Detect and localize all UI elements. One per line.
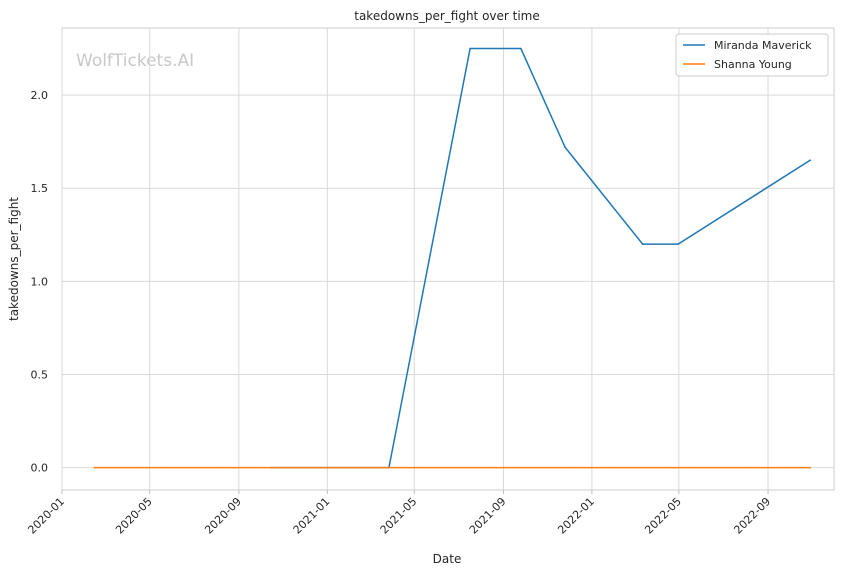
y-tick-label: 2.0 bbox=[31, 89, 49, 102]
legend-label: Miranda Maverick bbox=[714, 39, 812, 52]
x-tick-label: 2022-05 bbox=[642, 495, 684, 537]
plot-area bbox=[61, 27, 835, 491]
series-line-0 bbox=[270, 47, 812, 469]
series-0-point bbox=[677, 243, 679, 245]
x-tick-label: 2021-05 bbox=[378, 495, 420, 537]
watermark: WolfTickets.AI bbox=[76, 51, 194, 71]
series-0-point bbox=[520, 47, 522, 50]
x-tick-label: 2020-01 bbox=[25, 495, 67, 537]
y-tick-label: 0.0 bbox=[31, 462, 49, 475]
series-0-point bbox=[469, 47, 471, 50]
series-1-point bbox=[809, 466, 811, 469]
legend: Miranda Maverick Shanna Young bbox=[675, 33, 829, 77]
series-layer bbox=[93, 47, 812, 469]
y-tick-label: 0.5 bbox=[31, 369, 49, 382]
y-axis-label: takedowns_per_fight bbox=[7, 197, 21, 321]
x-tick-label: 2021-09 bbox=[467, 495, 509, 537]
y-tick-label: 1.0 bbox=[31, 275, 49, 288]
legend-box bbox=[675, 33, 829, 77]
x-tick-label: 2022-09 bbox=[731, 495, 773, 537]
series-0-point bbox=[809, 159, 811, 162]
chart-title: takedowns_per_fight over time bbox=[354, 9, 540, 23]
x-tick-label: 2020-09 bbox=[202, 495, 244, 537]
x-axis-label: Date bbox=[433, 552, 462, 566]
legend-label: Shanna Young bbox=[714, 58, 792, 71]
series-0-point bbox=[641, 243, 644, 245]
y-tick-label: 1.5 bbox=[31, 182, 49, 195]
x-tick-label: 2020-05 bbox=[113, 495, 155, 537]
series-0-point bbox=[564, 146, 566, 149]
x-tick-label: 2021-01 bbox=[291, 495, 333, 537]
series-1-point bbox=[93, 466, 96, 469]
x-tick-label: 2022-01 bbox=[555, 495, 597, 537]
